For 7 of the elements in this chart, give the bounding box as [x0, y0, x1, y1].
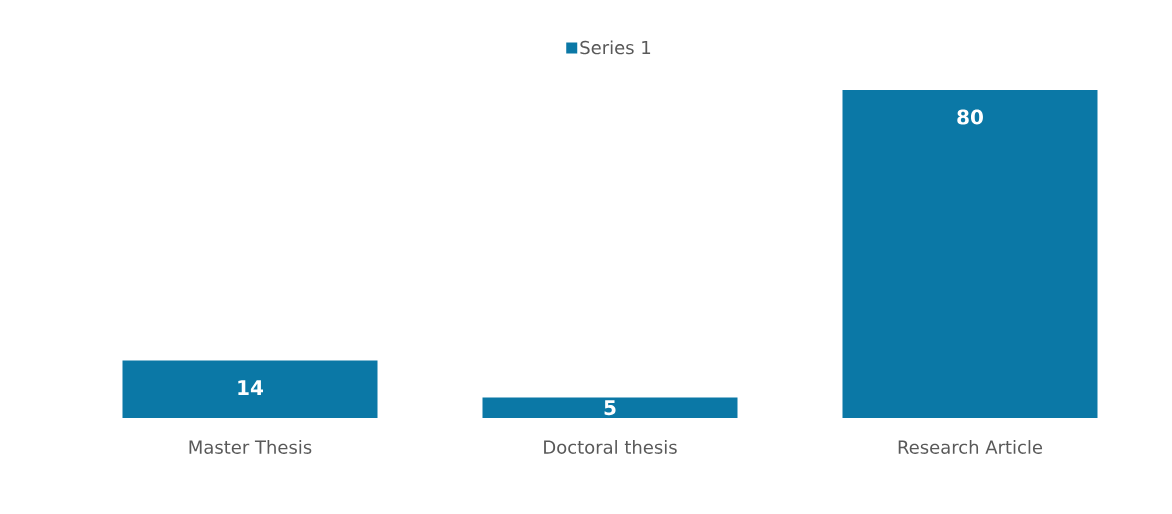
x-tick-label: Doctoral thesis: [544, 440, 677, 454]
x-tick-label: Master Thesis: [189, 440, 312, 454]
data-label: 14: [238, 380, 263, 395]
data-label: 80: [957, 109, 983, 125]
legend-label: Series 1: [580, 40, 651, 55]
x-tick-label: Research Article: [898, 440, 1043, 454]
data-label: 5: [604, 400, 616, 416]
